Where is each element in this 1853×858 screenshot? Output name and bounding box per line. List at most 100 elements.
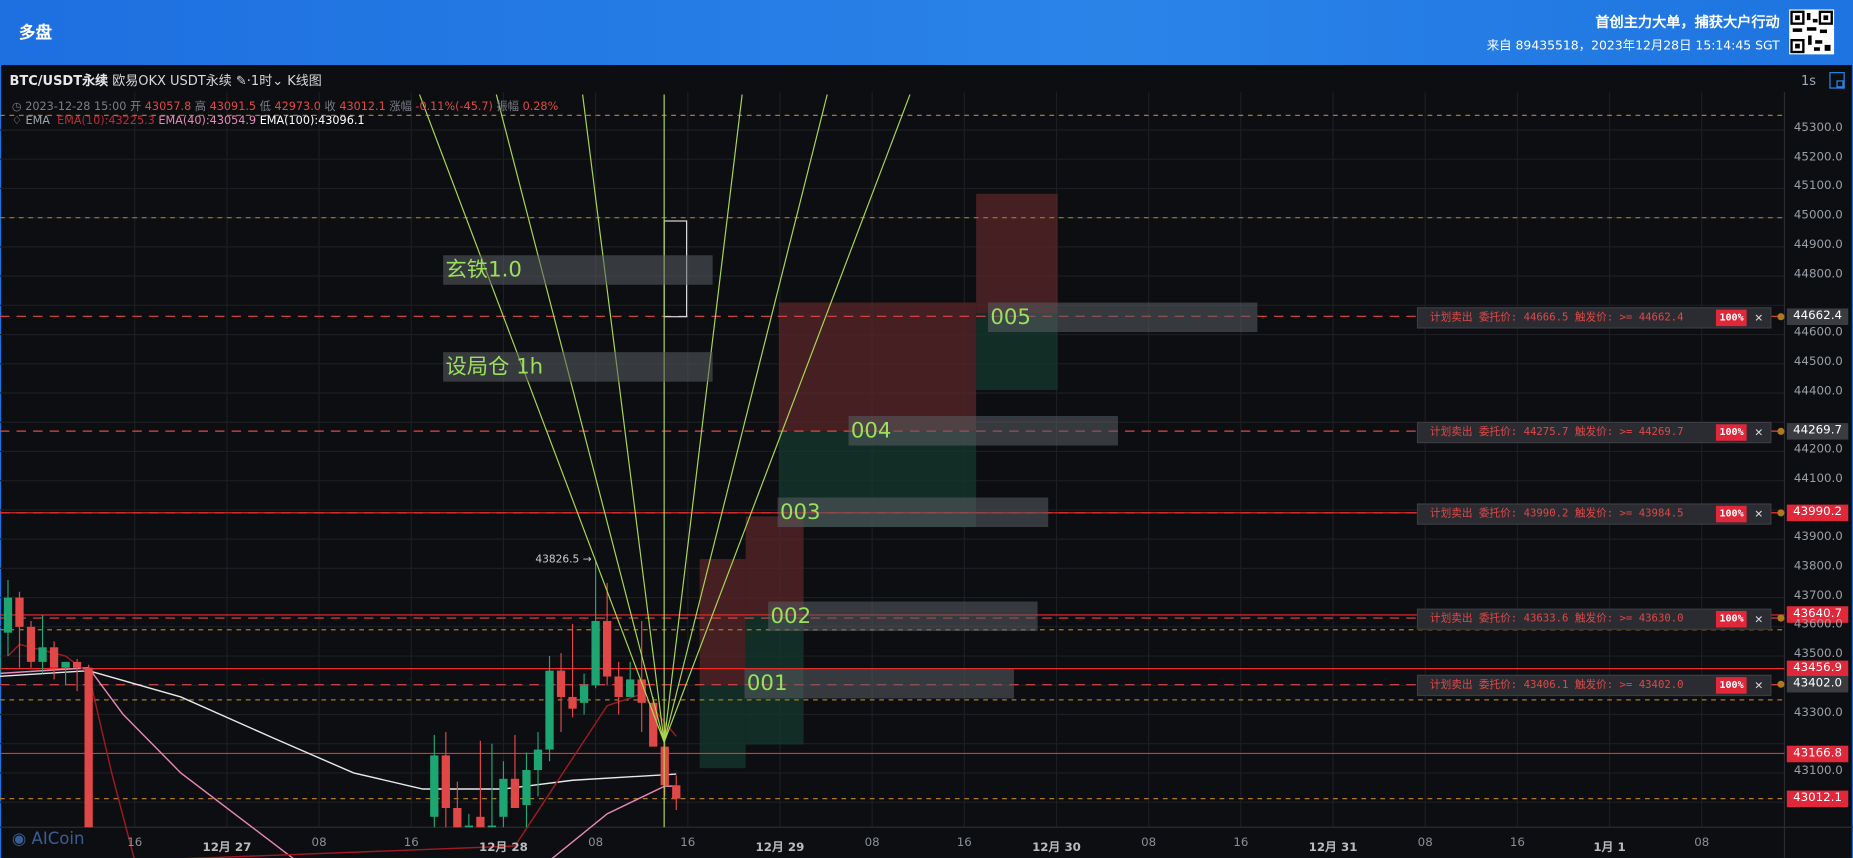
candle-body bbox=[15, 597, 24, 627]
y-axis-tick: 43900.0 bbox=[1793, 530, 1843, 544]
alert-dot-icon[interactable] bbox=[1777, 681, 1785, 689]
candle-body bbox=[430, 755, 439, 817]
banner-title: 多盘 bbox=[18, 23, 52, 43]
candle-body bbox=[38, 647, 47, 662]
position-zone bbox=[699, 558, 746, 686]
candle-body bbox=[672, 785, 681, 799]
candle-body bbox=[84, 667, 93, 828]
y-axis-tick: 44900.0 bbox=[1793, 238, 1843, 252]
y-axis-tick: 44100.0 bbox=[1793, 472, 1843, 486]
close-label: 收 bbox=[324, 100, 336, 114]
position-zone bbox=[778, 302, 977, 432]
bell-icon[interactable]: ♢ bbox=[11, 114, 22, 128]
position-zone bbox=[976, 193, 1058, 314]
symbol[interactable]: BTC/USDT永续 bbox=[9, 73, 109, 89]
close-value: 43012.1 bbox=[339, 100, 386, 114]
x-axis-tick: 12月 30 bbox=[1032, 841, 1081, 855]
y-axis-tick: 43500.0 bbox=[1793, 647, 1843, 661]
x-axis-tick: 16 bbox=[1233, 836, 1249, 850]
candle-body bbox=[510, 778, 520, 809]
top-banner: 多盘 首创主力大单，捕获大户行动 来自 89435518，2023年12月28日… bbox=[0, 0, 1853, 65]
ema-label: EMA bbox=[25, 114, 50, 128]
candle-body bbox=[556, 670, 566, 697]
note-label[interactable]: 003 bbox=[777, 497, 1049, 528]
candle-body bbox=[533, 749, 543, 771]
note-label[interactable]: 设局仓 1h bbox=[443, 352, 713, 382]
y-axis-tick: 43700.0 bbox=[1793, 589, 1843, 603]
fan-line bbox=[663, 94, 743, 743]
position-zone bbox=[699, 685, 746, 769]
candle-body bbox=[3, 597, 13, 633]
y-axis-tick: 45300.0 bbox=[1793, 121, 1843, 135]
chevron-down-icon[interactable]: ⌄ bbox=[272, 73, 284, 89]
order-text: 计划卖出 委托价: 44275.7 触发价: >= 44269.7 bbox=[1429, 426, 1684, 439]
fan-line bbox=[663, 94, 911, 743]
close-icon[interactable]: ✕ bbox=[1754, 505, 1763, 522]
ema40-line bbox=[0, 667, 677, 858]
fan-line bbox=[663, 94, 828, 743]
ema-legend[interactable]: ♢ EMA EMA(10):43225.3 EMA(40):43054.9 EM… bbox=[12, 115, 365, 128]
alert-dot-icon[interactable] bbox=[1777, 509, 1785, 517]
order-percent: 100% bbox=[1715, 677, 1748, 695]
ohlc-legend: ◷ 2023-12-28 15:00 开 43057.8 高 43091.5 低… bbox=[12, 97, 558, 114]
close-icon[interactable]: ✕ bbox=[1754, 423, 1763, 440]
layout-icon[interactable] bbox=[1829, 72, 1845, 89]
plan-order[interactable]: 计划卖出 委托价: 43406.1 触发价: >= 43402.0 100% ✕ bbox=[1416, 675, 1772, 697]
close-icon[interactable]: ✕ bbox=[1754, 677, 1763, 693]
plan-order[interactable]: 计划卖出 委托价: 44275.7 触发价: >= 44269.7 100% ✕ bbox=[1416, 421, 1772, 443]
x-axis-tick: 12月 29 bbox=[755, 841, 805, 855]
candle-body bbox=[545, 670, 554, 750]
note-label[interactable]: 001 bbox=[744, 668, 1014, 699]
chart-type[interactable]: K线图 bbox=[287, 73, 322, 89]
candle-body bbox=[464, 825, 473, 828]
banner-slogan: 首创主力大单，捕获大户行动 bbox=[1595, 14, 1780, 31]
fan-line bbox=[582, 94, 665, 743]
alert-dot-icon[interactable] bbox=[1777, 427, 1785, 435]
candle-body bbox=[26, 626, 36, 662]
exchange: 欧易OKX USDT永续 bbox=[112, 73, 232, 89]
x-axis-tick: 16 bbox=[127, 836, 143, 850]
plan-order[interactable]: 计划卖出 委托价: 43633.6 触发价: >= 43630.0 100% ✕ bbox=[1416, 608, 1772, 630]
price-tag: 43990.2 bbox=[1786, 504, 1849, 522]
plan-order[interactable]: 计划卖出 委托价: 43990.2 触发价: >= 43984.5 100% ✕ bbox=[1416, 503, 1772, 525]
candle-body bbox=[72, 661, 82, 668]
ema100-value: EMA(100):43096.1 bbox=[259, 114, 365, 128]
x-axis-tick: 12月 31 bbox=[1308, 841, 1358, 855]
candle-body bbox=[522, 770, 531, 806]
edit-icon[interactable]: ✎ bbox=[235, 73, 247, 89]
change-value: -0.11%(-45.7) bbox=[415, 100, 493, 114]
y-axis-tick: 44200.0 bbox=[1793, 443, 1843, 457]
chart-header: BTC/USDT永续 欧易OKX USDT永续 ✎·1时⌄ K线图 bbox=[9, 73, 322, 89]
close-icon[interactable]: ✕ bbox=[1754, 610, 1763, 627]
alert-dot-icon[interactable] bbox=[1777, 312, 1785, 320]
candle-body bbox=[61, 661, 70, 668]
note-label[interactable]: 005 bbox=[987, 302, 1258, 333]
alert-dot-icon[interactable] bbox=[1777, 614, 1785, 622]
candle-body bbox=[568, 696, 577, 709]
plan-order[interactable]: 计划卖出 委托价: 44666.5 触发价: >= 44662.4 100% ✕ bbox=[1416, 306, 1772, 329]
order-text: 计划卖出 委托价: 44666.5 触发价: >= 44662.4 bbox=[1429, 311, 1684, 324]
change-label: 涨幅 bbox=[389, 100, 412, 114]
refresh-rate[interactable]: 1s bbox=[1801, 73, 1817, 89]
x-axis-tick: 08 bbox=[1141, 836, 1157, 850]
candle-body bbox=[637, 679, 646, 703]
price-tag: 43166.8 bbox=[1786, 745, 1849, 762]
close-icon[interactable]: ✕ bbox=[1754, 309, 1763, 325]
x-axis-tick: 08 bbox=[864, 836, 880, 850]
ema100-line bbox=[0, 669, 677, 790]
interval-select[interactable]: 1时 bbox=[250, 73, 273, 89]
low-value: 42973.0 bbox=[274, 100, 321, 114]
price-tag: 43402.0 bbox=[1786, 676, 1849, 693]
note-label[interactable]: 玄铁1.0 bbox=[443, 255, 713, 285]
x-axis-tick: 08 bbox=[1694, 836, 1710, 850]
low-label: 低 bbox=[259, 100, 271, 114]
y-axis-tick: 43300.0 bbox=[1793, 706, 1843, 720]
price-tag: 43456.9 bbox=[1786, 660, 1849, 677]
order-text: 计划卖出 委托价: 43406.1 触发价: >= 43402.0 bbox=[1429, 679, 1684, 692]
x-axis-tick: 12月 28 bbox=[479, 841, 528, 855]
x-axis-tick: 16 bbox=[680, 836, 696, 850]
note-label[interactable]: 002 bbox=[768, 601, 1038, 632]
note-label[interactable]: 004 bbox=[848, 415, 1118, 446]
x-axis-tick: 08 bbox=[1417, 836, 1433, 850]
